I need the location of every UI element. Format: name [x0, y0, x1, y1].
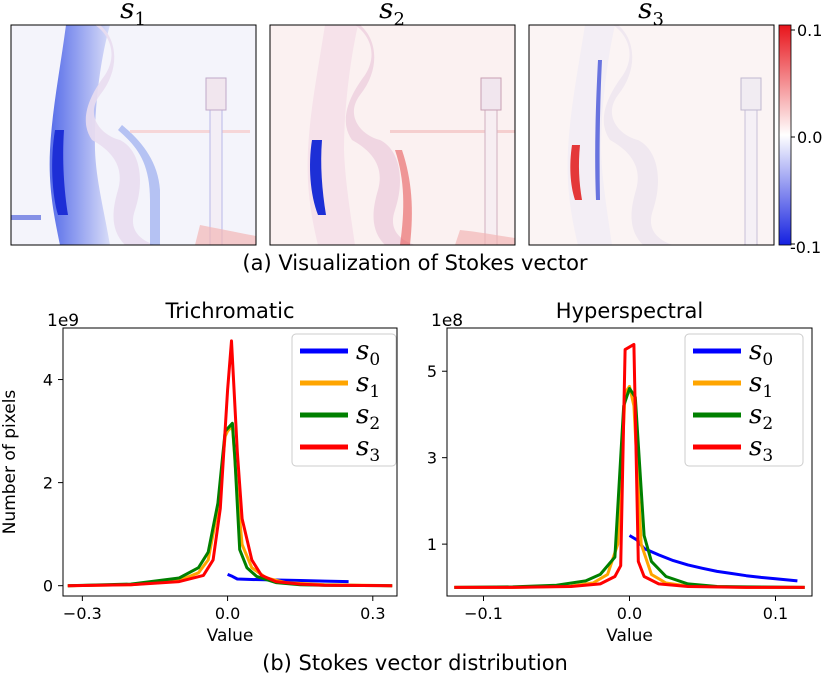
hyperspectral-legend-label-s2: s2	[749, 400, 773, 434]
image-panel-s3: s3	[528, 0, 775, 246]
hyperspectral-ytick-label: 5	[427, 362, 437, 381]
trichromatic-series-s0-line	[227, 573, 349, 584]
hyperspectral-series-s0-line	[628, 534, 798, 583]
hyperspectral-ytick-label: 3	[427, 449, 437, 468]
image-label-s3: s3	[638, 0, 664, 30]
hyperspectral-xlabel: Value	[606, 626, 653, 646]
hyperspectral-ytick-label: 1	[427, 535, 437, 554]
caption-a: (a) Visualization of Stokes vector	[242, 251, 588, 275]
hyperspectral-legend-label-s0: s0	[749, 336, 773, 370]
trichromatic-xtick-label: 0.0	[215, 604, 240, 623]
trichromatic-title: Trichromatic	[164, 299, 294, 323]
colorbar-gradient	[778, 24, 792, 246]
trichromatic-axes-frame	[62, 327, 398, 597]
trichromatic-legend-label-s3: s3	[356, 432, 380, 466]
trichromatic-ytick-label: 0	[43, 577, 53, 596]
image-label-s2: s2	[379, 0, 405, 30]
image-label-s1: s1	[120, 0, 146, 30]
hyperspectral-legend	[684, 333, 804, 467]
hyperspectral-series-s2-line	[454, 387, 805, 589]
hyperspectral-legend-label-s3: s3	[749, 432, 773, 466]
hyperspectral-y-scale-label: 1e8	[431, 311, 463, 331]
stokes-image-s3	[529, 25, 774, 245]
trichromatic-legend	[291, 333, 397, 467]
chart-trichromatic: Trichromatic 1e9 −0.3 0.0 0.3 0 2 4 Value Number …	[0, 299, 398, 646]
chart-hyperspectral: Hyperspectral 1e8 −0.1 0.0 0.1 1 3 5 Value s0s1s2…	[427, 299, 813, 646]
hyperspectral-xtick-label: 0.1	[763, 604, 788, 623]
trichromatic-xtick-label: −0.3	[63, 604, 102, 623]
trichromatic-ytick-label: 2	[43, 474, 53, 493]
trichromatic-legend-label-s1: s1	[356, 368, 380, 402]
trichromatic-xlabel: Value	[207, 626, 254, 646]
trichromatic-xtick-label: 0.3	[360, 604, 385, 623]
trichromatic-legend-label-s0: s0	[356, 336, 380, 370]
image-panel-s1: s1	[10, 0, 257, 246]
trichromatic-ytick-label: 4	[43, 371, 53, 390]
stokes-image-s1	[11, 25, 256, 245]
image-panel-s2: s2	[269, 0, 516, 246]
caption-b: (b) Stokes vector distribution	[262, 651, 568, 675]
hyperspectral-series-s3-line	[454, 342, 805, 589]
trichromatic-legend-label-s2: s2	[356, 400, 380, 434]
hyperspectral-legend-label-s1: s1	[749, 368, 773, 402]
hyperspectral-xtick-label: 0.0	[617, 604, 642, 623]
colorbar: 0.1 0.0 -0.1	[778, 21, 822, 257]
stokes-image-s2	[270, 25, 515, 245]
trichromatic-ylabel: Number of pixels	[0, 390, 20, 535]
trichromatic-series-s3-line	[67, 339, 393, 588]
hyperspectral-title: Hyperspectral	[556, 299, 703, 323]
colorbar-tick-mid: 0.0	[797, 128, 822, 147]
colorbar-tick-bottom: -0.1	[790, 238, 821, 257]
trichromatic-y-scale-label: 1e9	[47, 311, 79, 331]
hyperspectral-xtick-label: −0.1	[464, 604, 503, 623]
colorbar-tick-top: 0.1	[797, 21, 822, 40]
